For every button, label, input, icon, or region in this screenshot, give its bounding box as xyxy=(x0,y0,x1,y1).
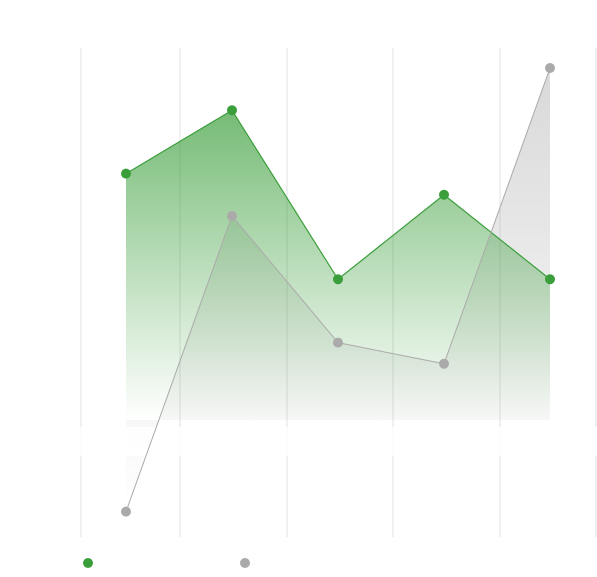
series-points xyxy=(121,63,555,517)
series-1-point[interactable] xyxy=(439,189,449,200)
series-2-point[interactable] xyxy=(439,358,449,369)
series-2-point[interactable] xyxy=(333,337,343,348)
axis-band xyxy=(0,427,597,456)
legend-marker-series-1 xyxy=(83,558,93,568)
legend-marker-series-2 xyxy=(240,558,250,568)
series-2-point[interactable] xyxy=(227,210,237,221)
series-2-point[interactable] xyxy=(121,506,131,517)
series-1-area xyxy=(126,110,550,421)
series-1-point[interactable] xyxy=(333,274,343,285)
series-1-point[interactable] xyxy=(227,105,237,116)
series-1-point[interactable] xyxy=(121,168,131,179)
legend-item-series-2[interactable] xyxy=(240,558,256,568)
legend-item-series-1[interactable] xyxy=(83,558,99,568)
series-1-point[interactable] xyxy=(545,274,555,285)
legend xyxy=(0,558,597,574)
series-areas xyxy=(126,68,550,512)
series-2-point[interactable] xyxy=(545,63,555,74)
